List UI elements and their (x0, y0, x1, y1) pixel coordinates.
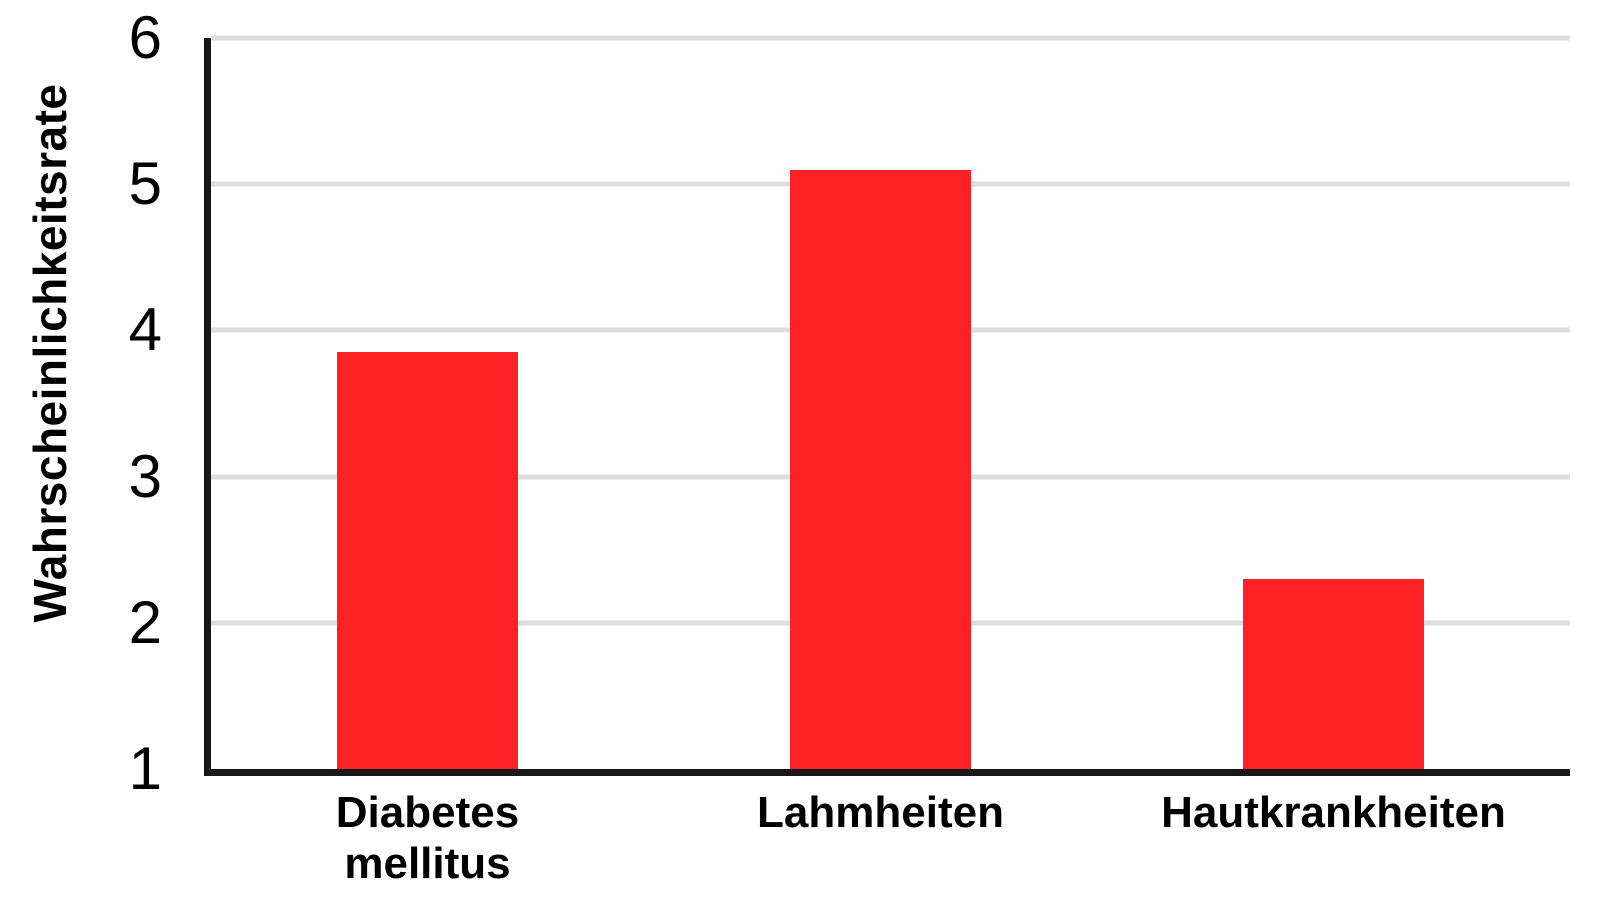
y-tick-label-3: 3 (128, 442, 162, 510)
bar-lahmheiten (790, 169, 971, 769)
x-category-label-diabetes-mellitus: Diabetes mellitus (335, 788, 520, 888)
x-category-label-lahmheiten: Lahmheiten (757, 788, 1004, 837)
y-tick-label-5: 5 (128, 150, 162, 218)
plot-area (204, 35, 1570, 776)
bar-hautkrankheiten (1243, 578, 1424, 769)
gridline-6 (211, 35, 1570, 41)
x-category-label-hautkrankheiten: Hautkrankheiten (1161, 788, 1506, 837)
bar-diabetes-mellitus (337, 352, 518, 769)
y-tick-label-1: 1 (128, 735, 162, 802)
y-tick-label-6: 6 (128, 4, 162, 71)
y-tick-label-4: 4 (128, 296, 162, 364)
y-tick-label-2: 2 (128, 588, 162, 656)
